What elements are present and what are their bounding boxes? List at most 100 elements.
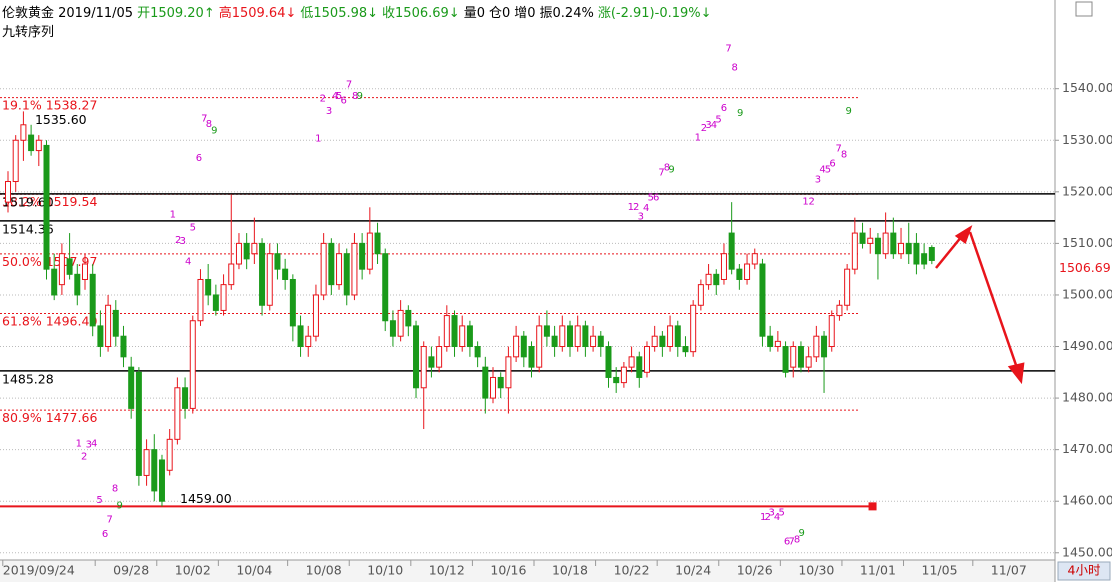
td-label: 8 [112,483,118,494]
candle-body [235,242,242,265]
td-label: 7 [201,114,207,125]
y-tick-label: 1500.00 [1062,286,1112,301]
header-item: 低1505.98↓ [300,6,379,21]
candle-body [189,320,196,409]
candle-body [466,325,473,348]
period-label: 4小时 [1068,563,1101,578]
candle-body [643,346,650,373]
td-label: 4 [91,438,97,449]
td-label: 9 [116,500,122,511]
candle-body [251,242,258,255]
candle-body [513,335,520,358]
td-label: 2 [81,451,87,462]
candle-body [359,242,366,270]
header-item: 增0 [514,6,536,21]
y-tick-label: 1510.00 [1062,235,1112,250]
td-label: 2 [701,123,707,134]
td-label: 9 [737,108,743,119]
fib-ratio: 38.2% [2,194,42,209]
td-label: 3 [769,508,775,519]
td-label: 5 [715,115,721,126]
x-tick-label: 10/10 [367,563,403,578]
candle-body [128,366,135,409]
x-tick-label: 10/18 [552,563,588,578]
td-label: 1 [760,512,766,523]
candle-body [543,325,550,337]
candle-body [97,325,104,348]
candle-body [105,304,112,348]
period-box[interactable] [1057,561,1111,581]
candle-body [143,449,150,476]
level-label: 1485.28 [2,371,54,386]
td-label: 1 [315,134,321,145]
header: 伦敦黄金 2019/11/05 开1509.20↑ 高1509.64↓ 低1505.9… [2,2,716,21]
fib-value: 1519.54 [46,194,98,209]
candle-body [151,449,158,492]
x-axis-strip [0,560,1055,582]
td-label: 5 [336,91,342,102]
candle-body [228,263,235,286]
x-tick-label: 10/24 [675,563,711,578]
candle-body [613,376,620,384]
candle-body [620,366,627,384]
td-label: 2 [809,197,815,208]
td-label: 5 [96,495,102,506]
td-label: 5 [825,165,831,176]
td-label: 4 [643,203,649,214]
arrow-head [954,225,973,245]
y-tick-label: 1530.00 [1062,132,1112,147]
candle-body [274,253,281,270]
x-tick-label: 09/28 [113,563,149,578]
td-label: 7 [346,80,352,91]
candle-body [428,356,435,368]
td-label: 2 [175,235,181,246]
header-item: 量0 [463,6,485,21]
fib-value: 1496.40 [46,313,98,328]
candle-body [297,325,304,348]
candle-body [566,325,573,348]
candle-body [351,242,358,296]
td-label: 6 [653,192,659,203]
x-tick-label: 11/05 [922,563,958,578]
candle-body [58,253,65,286]
candle-body [759,263,766,337]
candle-body [890,232,897,255]
y-tick-label: 1470.00 [1062,441,1112,456]
corner-icon[interactable] [1075,1,1093,17]
candle-body [43,144,50,270]
td-label: 9 [211,125,217,136]
td-label: 9 [668,165,674,176]
candle-body [582,325,589,348]
candle-body [197,278,204,322]
candle-body [705,273,712,286]
candle-body [859,232,866,244]
candle-body [28,134,35,152]
candle-body [420,346,427,389]
candle-body [628,356,635,368]
candle-body [928,247,935,261]
candle-body [212,294,219,311]
candle-body [336,253,343,286]
td-label: 1 [695,133,701,144]
header-item: 伦敦黄金 2019/11/05 [2,6,134,21]
header-item: 振0.24% [539,6,594,21]
candle-body [166,438,173,471]
td-label: 8 [794,534,800,545]
candle-body [551,335,558,348]
candle-body [405,309,412,327]
candle-body [782,346,789,373]
x-tick-label: 10/08 [306,563,342,578]
fib-value: 1538.27 [46,97,98,112]
fib-label: 19.1% 1538.27 [2,97,97,112]
candle-body [805,356,812,368]
arrow-head [1007,362,1025,385]
td-label: 4 [185,256,191,267]
candle-body [813,335,820,358]
candle-body [436,346,443,368]
y-tick-label: 1490.00 [1062,338,1112,353]
candle-body [905,242,912,255]
candle-body [528,346,535,368]
header-item: 开1509.20↑ [137,6,215,21]
candle-body [651,335,658,348]
candle-body [459,325,466,348]
